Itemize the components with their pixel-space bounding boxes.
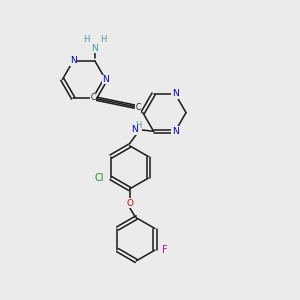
Text: N: N — [131, 125, 138, 134]
Text: N: N — [172, 89, 178, 98]
Text: H: H — [100, 35, 106, 44]
Text: N: N — [70, 56, 76, 65]
Text: O: O — [126, 199, 133, 208]
Text: C: C — [136, 103, 141, 112]
Text: H: H — [135, 121, 142, 130]
Text: F: F — [162, 245, 167, 255]
Text: C: C — [91, 93, 96, 102]
Text: N: N — [172, 127, 178, 136]
Text: N: N — [92, 44, 98, 53]
Text: N: N — [102, 75, 109, 84]
Text: H: H — [83, 35, 90, 44]
Text: Cl: Cl — [95, 173, 104, 183]
